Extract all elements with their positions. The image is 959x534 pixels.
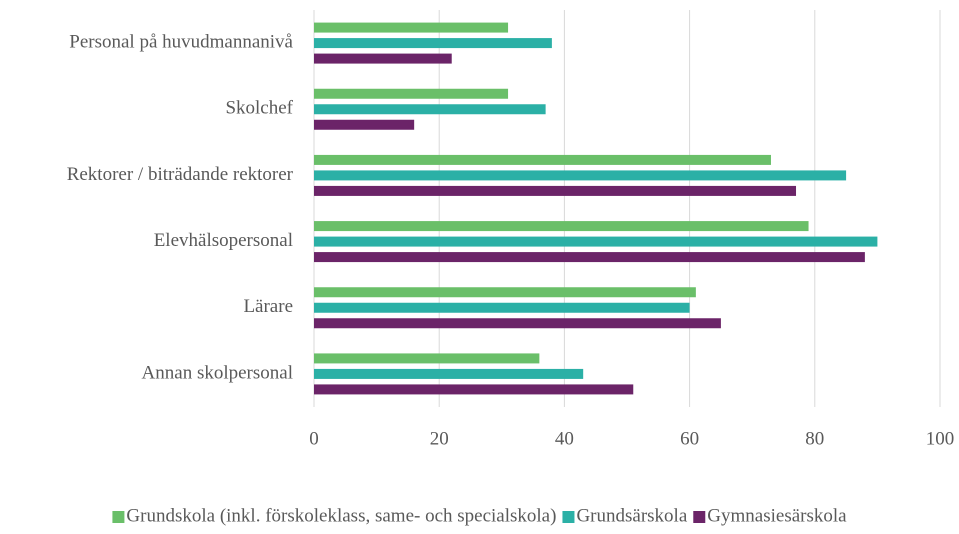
legend-swatch (693, 511, 706, 523)
x-tick-label: 40 (555, 428, 574, 449)
legend-swatch (562, 511, 575, 523)
bar (314, 185, 797, 196)
bar (314, 22, 509, 33)
y-tick-label: Rektorer / biträdande rektorer (67, 164, 294, 185)
legend: Grundskola (inkl. förskoleklass, same- o… (112, 505, 847, 526)
bar (314, 252, 865, 263)
y-tick-label: Lärare (243, 296, 293, 317)
y-tick-label: Personal på huvudmannanivå (69, 31, 293, 52)
bar (314, 353, 540, 364)
legend-label: Grundsärskola (576, 505, 687, 526)
x-tick-label: 100 (926, 428, 955, 449)
bar (314, 104, 546, 115)
bar (314, 287, 696, 298)
y-tick-label: Elevhälsopersonal (154, 230, 293, 251)
bar (314, 53, 452, 64)
bar (314, 318, 721, 329)
bar (314, 384, 634, 395)
legend-label: Gymnasiesärskola (707, 505, 847, 526)
x-tick-label: 20 (430, 428, 449, 449)
bar (314, 236, 878, 247)
legend-label: Grundskola (inkl. förskoleklass, same- o… (126, 505, 556, 526)
y-tick-label: Annan skolpersonal (142, 362, 293, 383)
bar (314, 302, 690, 313)
bar (314, 154, 771, 165)
bar (314, 170, 847, 181)
bar (314, 368, 584, 379)
x-tick-label: 0 (309, 428, 319, 449)
legend-swatch (112, 511, 125, 523)
bar (314, 221, 809, 232)
x-tick-label: 80 (805, 428, 824, 449)
bar (314, 88, 509, 99)
y-tick-label: Skolchef (225, 98, 293, 119)
bar (314, 119, 415, 130)
x-tick-label: 60 (680, 428, 699, 449)
bar (314, 38, 552, 49)
